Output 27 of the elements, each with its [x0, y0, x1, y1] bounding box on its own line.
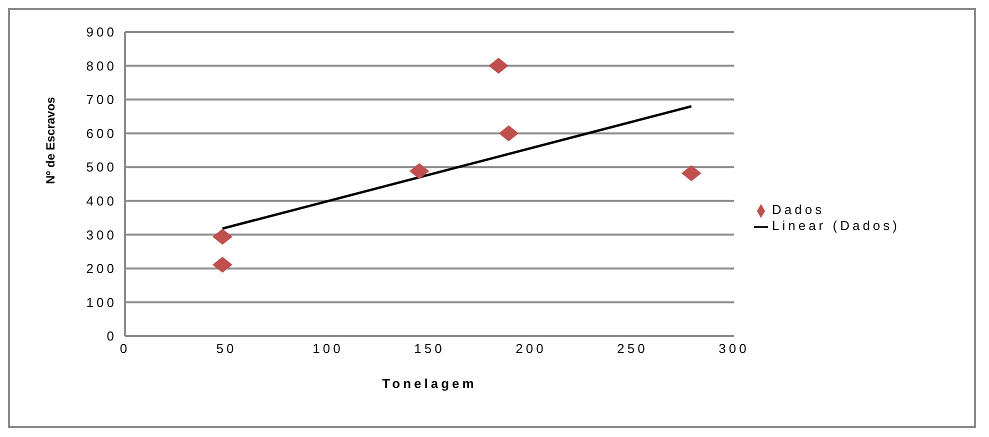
x-tick-label: 250 [617, 341, 648, 356]
x-tick-label: 100 [312, 341, 344, 356]
y-tick-label: 200 [86, 261, 117, 276]
y-tick-label: 900 [86, 24, 117, 40]
y-tick-label: 300 [86, 227, 117, 242]
point [681, 165, 702, 182]
x-axis-title: Tonelagem [382, 376, 477, 391]
point [409, 163, 430, 180]
x-tick-label: 300 [718, 341, 750, 356]
x-tick-label: 150 [414, 341, 445, 356]
x-tick-label: 0 [120, 341, 130, 356]
y-tick-label: 700 [86, 92, 117, 108]
x-tick-label: 50 [216, 341, 237, 356]
y-tick-label: 100 [86, 294, 117, 310]
legend-label: Dados [772, 202, 825, 218]
point [498, 125, 519, 142]
y-tick-label: 400 [86, 194, 117, 209]
y-tick-label: 800 [86, 58, 117, 74]
y-tick-label: 0 [106, 328, 117, 344]
legend-label: Linear (Dados) [772, 218, 900, 233]
point [212, 256, 232, 273]
y-axis-title: Nº de Escravos [43, 96, 58, 184]
point [212, 228, 232, 245]
y-tick-label: 600 [86, 126, 117, 141]
point [488, 58, 509, 74]
x-tick-label: 200 [516, 341, 546, 356]
y-tick-label: 500 [86, 160, 117, 175]
